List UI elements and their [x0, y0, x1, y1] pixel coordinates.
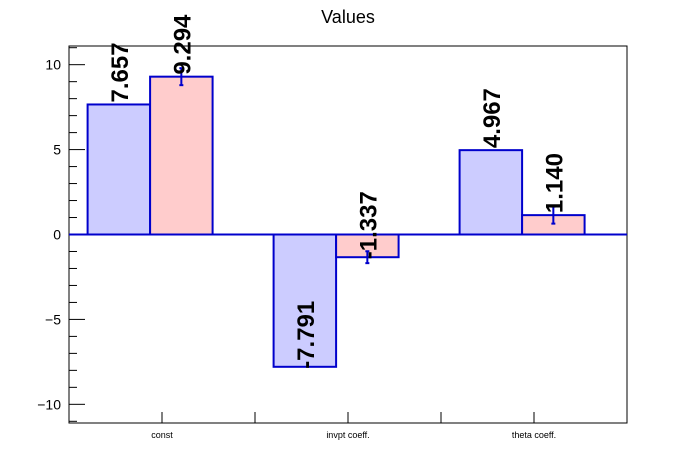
- error-bars: [179, 67, 556, 265]
- y-tick-label: 0: [53, 227, 61, 243]
- data-label: 1.140: [541, 153, 568, 213]
- chart-title: Values: [321, 7, 375, 27]
- x-axis: const invpt coeff. theta coeff.: [151, 412, 556, 440]
- data-label: -7.791: [293, 301, 320, 369]
- y-tick-label: −10: [37, 396, 61, 412]
- data-labels: 7.657 -7.791 4.967 9.294 -1.337 1.140: [107, 14, 568, 369]
- x-category-label: const: [151, 430, 173, 440]
- data-label: 7.657: [107, 42, 134, 102]
- y-tick-label: 5: [53, 142, 61, 158]
- data-label: -1.337: [355, 191, 382, 259]
- data-label: 4.967: [479, 88, 506, 148]
- y-tick-label: 10: [45, 57, 61, 73]
- bars: [86, 75, 586, 368]
- data-label: 9.294: [169, 14, 196, 75]
- x-category-label: invpt coeff.: [326, 430, 369, 440]
- y-tick-label: −5: [45, 311, 61, 327]
- x-category-label: theta coeff.: [512, 430, 556, 440]
- bar: [86, 103, 152, 236]
- bar: [458, 149, 524, 236]
- bar: [149, 75, 214, 236]
